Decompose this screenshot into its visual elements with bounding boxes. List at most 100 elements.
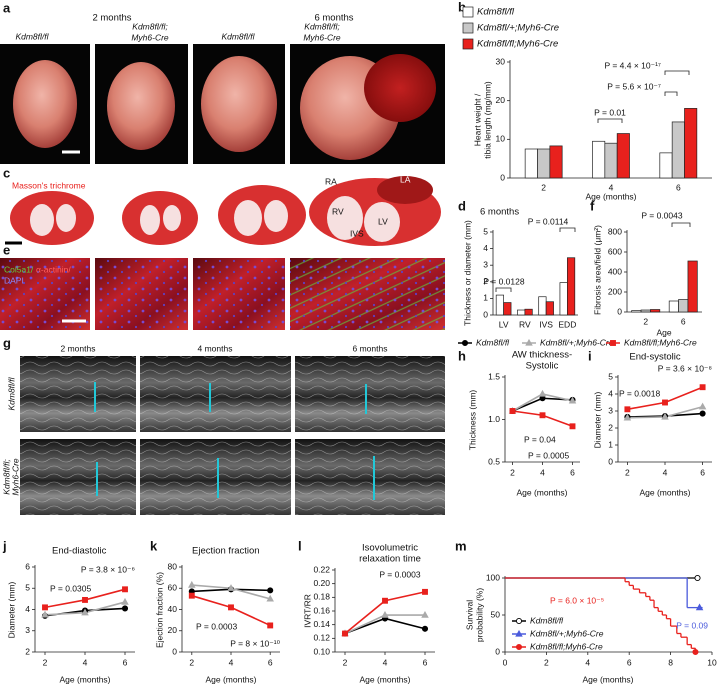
bar: [549, 145, 563, 179]
x-tick-label: 4: [83, 657, 88, 667]
legend-label: Kdm8fl/fl;Myh6-Cre: [530, 641, 603, 651]
bar: [524, 308, 533, 316]
y-tick-label: 0: [172, 646, 177, 656]
bar: [545, 301, 554, 316]
p-value: P = 0.01: [594, 107, 626, 117]
stain-label: DAPI: [4, 275, 24, 285]
bar: [668, 300, 679, 313]
bar: [524, 148, 538, 179]
x-tick-label: 2: [544, 657, 549, 667]
marker: [698, 402, 707, 410]
y-tick-label: 5: [608, 371, 613, 381]
p-value: P = 0.0305: [50, 583, 91, 593]
x-tick-label: 6: [570, 467, 575, 477]
y-tick-label: 0.14: [313, 619, 330, 629]
y-tick-label: 5: [483, 226, 488, 236]
marker: [568, 396, 577, 404]
panel-letter: k: [150, 538, 158, 553]
marker: [699, 410, 706, 417]
x-tick-label: 6: [681, 316, 686, 326]
panel-letter: m: [455, 538, 467, 553]
y-tick-label: 0.22: [313, 564, 330, 574]
x-tick-label: 6: [700, 467, 705, 477]
y-tick-label: 4: [608, 388, 613, 398]
age-label: 2 months: [61, 343, 96, 353]
p-value: P = 3.6 × 10⁻⁸: [658, 363, 713, 373]
panel-letter: d: [458, 198, 466, 213]
row-label: Kdm8fl/fl: [6, 376, 16, 410]
marker: [188, 580, 196, 588]
y-tick-label: 0: [483, 309, 488, 319]
marker: [121, 605, 129, 612]
genotype-label: Kdm8fl/fl;: [304, 21, 340, 31]
genotype-label: Kdm8fl/fl;: [132, 21, 168, 31]
panel-letter: i: [588, 348, 592, 363]
chamber-label: RA: [325, 176, 337, 186]
marker: [422, 588, 428, 595]
y-tick-label: 5: [25, 583, 30, 593]
bar: [604, 142, 618, 179]
bar: [684, 108, 698, 179]
marker: [122, 586, 128, 593]
panel-letter: e: [3, 242, 10, 257]
x-tick-label: 4: [585, 657, 590, 667]
genotype-label: Myh6-Cre: [303, 32, 341, 42]
y-axis-label: Diameter (mm): [592, 392, 602, 449]
chart-title: Isovolumetric: [362, 543, 418, 554]
x-tick-label: 2: [643, 316, 648, 326]
y-tick-label: 0: [495, 646, 500, 656]
chart-title: 6 months: [480, 207, 519, 218]
legend-marker: [515, 629, 523, 637]
y-tick-label: 3: [483, 259, 488, 269]
x-tick-label: RV: [519, 319, 531, 329]
bar: [659, 152, 673, 179]
x-tick-label: 4: [540, 467, 545, 477]
bracket: [671, 222, 691, 227]
heart-photos: [0, 44, 445, 164]
x-tick-label: 0: [503, 657, 508, 667]
y-tick-label: 2: [608, 422, 613, 432]
panel-letter: g: [3, 335, 11, 350]
marker: [188, 592, 195, 599]
stain-images: [0, 258, 445, 330]
marker: [82, 596, 88, 603]
bracket: [495, 287, 512, 292]
marker: [121, 597, 129, 605]
marker: [421, 610, 429, 618]
legend-label: Kdm8fl/fl: [476, 337, 510, 347]
y-axis-label: Ejection fraction (%): [154, 572, 164, 648]
x-tick-label: EDD: [558, 319, 576, 329]
legend-marker: [525, 338, 533, 346]
marker: [695, 603, 704, 611]
stain-label: Masson's trichrome: [12, 180, 86, 190]
x-tick-label: IVS: [539, 319, 553, 329]
marker: [623, 413, 632, 421]
x-tick-label: 4: [609, 182, 614, 192]
x-tick-label: 2: [43, 657, 48, 667]
chart-title: End-systolic: [629, 352, 680, 363]
genotype-label: Kdm8fl/fl: [221, 31, 255, 41]
marker: [227, 584, 235, 591]
bar: [495, 294, 504, 316]
marker: [381, 610, 389, 618]
age-label: 4 months: [198, 343, 233, 353]
y-tick-label: 60: [168, 583, 178, 593]
p-value: P = 0.0018: [619, 388, 660, 398]
x-tick-label: 2: [189, 657, 194, 667]
tissue-sections: [5, 176, 441, 246]
x-tick-label: LV: [499, 319, 509, 329]
legend-marker: [461, 339, 469, 347]
bracket: [597, 118, 623, 123]
echo-images: [20, 356, 445, 515]
marker: [538, 389, 547, 397]
bar: [687, 260, 698, 313]
x-tick-label: 4: [663, 467, 668, 477]
y-tick-label: 100: [486, 572, 500, 582]
marker: [692, 648, 699, 656]
y-axis-label: Diameter (mm): [6, 582, 16, 639]
y-tick-label: 1.0: [488, 414, 500, 424]
chamber-label: RV: [332, 206, 344, 216]
y-axis-label: IVRT/RR: [302, 594, 312, 628]
marker: [267, 622, 274, 629]
